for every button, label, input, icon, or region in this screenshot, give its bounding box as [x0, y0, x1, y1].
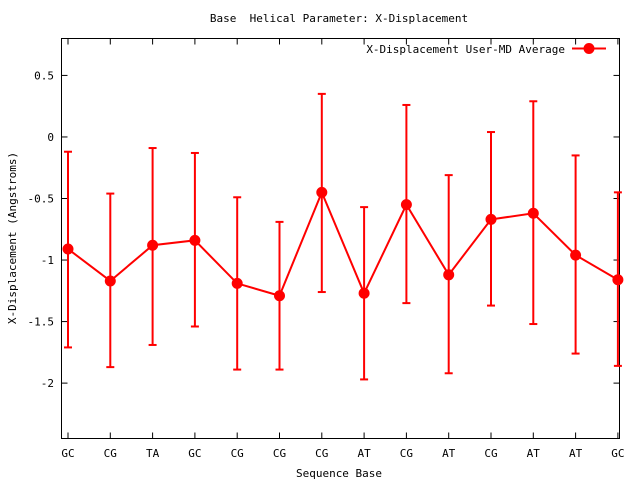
x-axis-label: Sequence Base — [296, 467, 382, 480]
data-series — [62, 186, 624, 302]
data-point — [189, 234, 201, 246]
data-point — [485, 213, 497, 225]
y-tick-label: 0.5 — [34, 69, 54, 82]
error-bars — [64, 92, 622, 381]
data-point — [527, 207, 539, 219]
data-point — [400, 199, 412, 211]
data-point — [316, 186, 328, 198]
x-tick-label: CG — [484, 447, 497, 460]
y-tick-label: -1.5 — [28, 316, 55, 329]
x-tick-label: AT — [569, 447, 583, 460]
x-tick-label: GC — [611, 447, 624, 460]
y-axis: 0.5 0 -0.5 -1 -1.5 -2 — [28, 69, 620, 390]
data-point — [570, 249, 582, 261]
x-axis: GC CG TA GC CG CG CG AT CG AT CG AT AT GC — [61, 38, 625, 460]
data-point — [147, 239, 159, 251]
x-tick-label: CG — [315, 447, 328, 460]
x-tick-label: GC — [61, 447, 74, 460]
y-tick-label: -1 — [41, 254, 54, 267]
x-tick-label: CG — [231, 447, 244, 460]
x-tick-label: CG — [104, 447, 117, 460]
data-point — [443, 269, 455, 281]
legend-marker — [583, 43, 595, 54]
y-tick-label: -2 — [41, 377, 54, 390]
x-tick-label: GC — [188, 447, 201, 460]
x-tick-label: AT — [357, 447, 371, 460]
series-line — [67, 189, 619, 297]
chart-title: Base Helical Parameter: X-Displacement — [210, 12, 468, 25]
data-point — [358, 287, 370, 299]
x-tick-label: AT — [527, 447, 541, 460]
y-axis-label: X-Displacement (Angstroms) — [6, 152, 19, 324]
x-tick-label: AT — [442, 447, 456, 460]
data-point — [104, 275, 116, 287]
x-tick-label: TA — [146, 447, 160, 460]
legend: X-Displacement User-MD Average — [366, 43, 606, 56]
x-tick-label: CG — [400, 447, 413, 460]
data-point — [62, 243, 74, 255]
data-point — [231, 277, 243, 289]
y-tick-label: -0.5 — [28, 193, 55, 206]
plot-frame — [61, 38, 620, 439]
x-tick-label: CG — [273, 447, 286, 460]
data-point — [612, 274, 624, 286]
data-point — [274, 290, 285, 302]
legend-label: X-Displacement User-MD Average — [366, 43, 565, 56]
y-tick-label: 0 — [47, 131, 54, 144]
